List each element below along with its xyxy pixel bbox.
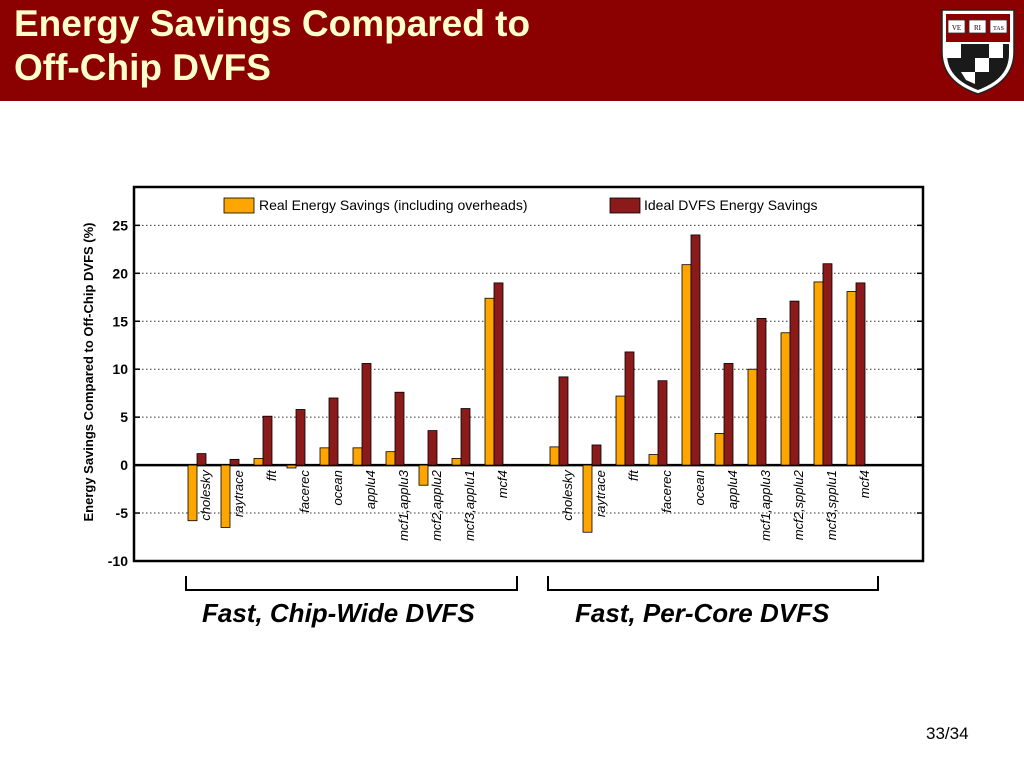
logo-text-3: TAS — [993, 26, 1004, 32]
bar-real — [187, 464, 198, 522]
x-tick-label: mcf1,applu3 — [396, 469, 411, 541]
y-tick-label: 0 — [120, 457, 128, 473]
legend-swatch-ideal — [609, 197, 641, 214]
plot-frame — [132, 185, 925, 563]
y-axis-label: Energy Savings Compared to Off-Chip DVFS… — [81, 222, 96, 521]
x-tick-label: facerec — [659, 470, 674, 513]
x-tick-label: mcf4 — [495, 470, 510, 498]
bar-ideal — [295, 409, 306, 466]
bar-ideal — [756, 317, 767, 466]
y-tick-label: 20 — [112, 265, 128, 281]
legend: Real Energy Savings (including overheads… — [223, 197, 818, 214]
group-bracket — [547, 576, 879, 591]
bar-real — [780, 332, 791, 466]
bar-real — [220, 464, 231, 528]
harvard-shield-logo: VE RI TAS — [941, 9, 1015, 95]
x-tick-label: cholesky — [560, 469, 575, 521]
x-tick-label: mcf2,spplu2 — [791, 469, 806, 540]
x-tick-label: raytrace — [593, 470, 608, 517]
bar-ideal — [493, 282, 504, 466]
bar-ideal — [460, 408, 471, 466]
bar-real — [813, 281, 824, 466]
bar-ideal — [196, 453, 207, 466]
x-tick-label: applu4 — [725, 470, 740, 509]
group-bracket — [185, 576, 518, 591]
bar-real — [714, 433, 725, 466]
bar-ideal — [361, 363, 372, 466]
bar-ideal — [822, 263, 833, 466]
x-tick-labels: cholesky raytrace fft facerec ocean applu4 mcf… — [198, 469, 872, 541]
bar-real — [319, 447, 330, 466]
x-tick-label: applu4 — [363, 470, 378, 509]
x-tick-label: ocean — [692, 470, 707, 505]
bar-ideal — [229, 458, 240, 466]
y-tick-label: -10 — [108, 553, 128, 569]
bar-ideal — [690, 234, 701, 466]
slide-header: Energy Savings Compared to Off-Chip DVFS… — [0, 0, 1024, 101]
legend-label-ideal: Ideal DVFS Energy Savings — [644, 197, 818, 213]
bar-ideal — [427, 430, 438, 466]
slide-title-line-1: Energy Savings Compared to — [14, 3, 531, 44]
x-tick-label: facerec — [297, 470, 312, 513]
bar-real — [681, 264, 692, 466]
x-tick-label: mcf3,spplu1 — [824, 470, 839, 540]
legend-label-real: Real Energy Savings (including overheads… — [259, 197, 527, 213]
slide-title: Energy Savings Compared to Off-Chip DVFS — [14, 2, 530, 90]
bar-real — [352, 447, 363, 466]
group-label-per-core: Fast, Per-Core DVFS — [575, 598, 830, 628]
x-tick-label: fft — [626, 469, 641, 481]
x-tick-label: mcf3,applu1 — [462, 470, 477, 541]
y-tick-label: -5 — [116, 505, 129, 521]
bar-real — [484, 297, 495, 466]
y-tick-label: 10 — [112, 361, 128, 377]
group-brackets — [185, 576, 879, 591]
bar-real — [549, 446, 560, 466]
bar-real — [846, 291, 857, 466]
bar-ideal — [723, 363, 734, 466]
logo-text-2: RI — [974, 24, 982, 32]
bar-real — [418, 464, 429, 486]
legend-swatch-real — [223, 197, 255, 214]
bar-ideal — [624, 351, 635, 466]
slide-title-line-2: Off-Chip DVFS — [14, 47, 271, 88]
group-label-chip-wide: Fast, Chip-Wide DVFS — [202, 598, 475, 628]
bar-ideal — [855, 282, 866, 466]
bar-ideal — [591, 444, 602, 466]
bars — [187, 234, 866, 533]
bar-ideal — [558, 376, 569, 466]
bar-real — [582, 464, 593, 533]
bar-real — [451, 457, 462, 466]
bar-ideal — [328, 397, 339, 466]
y-tick-label: 5 — [120, 409, 128, 425]
y-tick-label: 25 — [112, 217, 128, 233]
bar-ideal — [789, 300, 800, 466]
bar-ideal — [262, 415, 273, 466]
y-tick-labels: -10 -5 0 5 10 15 20 25 — [108, 217, 128, 569]
page-number: 33/34 — [926, 724, 969, 743]
x-tick-label: raytrace — [231, 470, 246, 517]
bar-real — [615, 395, 626, 466]
x-tick-label: ocean — [330, 470, 345, 505]
bar-real — [286, 464, 297, 469]
bar-real — [385, 451, 396, 466]
x-tick-label: cholesky — [198, 469, 213, 521]
x-tick-label: mcf4 — [857, 470, 872, 498]
bar-real — [747, 368, 758, 466]
bar-ideal — [657, 380, 668, 466]
bar-real — [253, 457, 264, 466]
x-tick-label: fft — [264, 469, 279, 481]
logo-text-1: VE — [952, 24, 961, 32]
x-tick-label: mcf2,applu2 — [429, 469, 444, 541]
bar-real — [648, 454, 659, 466]
bar-ideal — [394, 391, 405, 466]
x-tick-label: mcf1,applu3 — [758, 469, 773, 541]
y-tick-label: 15 — [112, 313, 128, 329]
